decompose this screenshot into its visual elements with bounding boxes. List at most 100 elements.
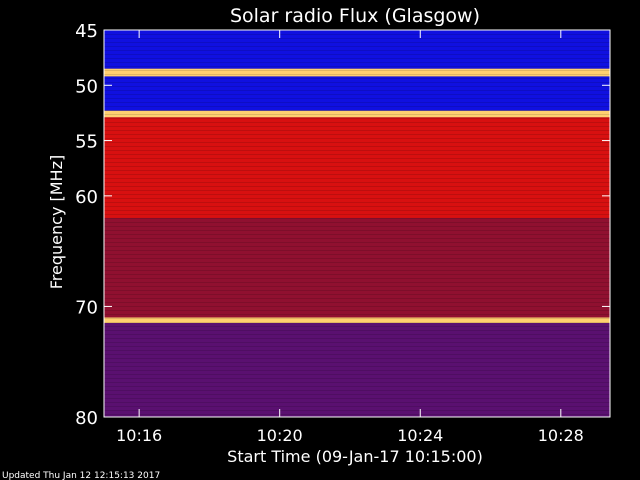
x-tick-label: 10:28 [538,426,584,445]
heatmap-stripe [104,318,610,319]
heatmap-stripe [104,174,610,175]
heatmap-stripe [104,294,610,295]
heatmap-stripe [104,362,610,363]
heatmap-stripe [104,262,610,263]
heatmap-stripe [104,350,610,351]
heatmap-stripe [104,130,610,131]
heatmap-stripe [104,94,610,95]
heatmap-stripe [104,274,610,275]
heatmap-stripe [104,326,610,327]
heatmap-stripe [104,114,610,115]
heatmap-stripe [104,214,610,215]
heatmap-stripe [104,118,610,119]
heatmap-stripe [104,346,610,347]
x-axis-label: Start Time (09-Jan-17 10:15:00) [227,447,483,466]
heatmap-stripe [104,198,610,199]
plot-frame [103,29,611,418]
heatmap-stripe [104,230,610,231]
heatmap-stripe [104,402,610,403]
heatmap-band [104,68,610,77]
heatmap-band [104,110,610,118]
heatmap-stripe [104,218,610,219]
heatmap-band [104,217,610,318]
heatmap-stripe [104,358,610,359]
x-tick-label: 10:20 [257,426,303,445]
x-tick-label: 10:24 [397,426,443,445]
heatmap-band [104,76,610,111]
heatmap-stripe [104,66,610,67]
heatmap-stripe [104,414,610,415]
heatmap-stripe [104,54,610,55]
heatmap-stripe [104,330,610,331]
heatmap-stripe [104,70,610,71]
heatmap-stripe [104,82,610,83]
heatmap-stripe [104,150,610,151]
x-axis-ticks: 10:16 10:20 10:24 10:28 [116,30,584,445]
y-tick-label: 70 [75,297,98,318]
heatmap-stripe [104,386,610,387]
heatmap-stripe [104,298,610,299]
heatmap-stripe [104,126,610,127]
heatmap-stripe [104,154,610,155]
heatmap-stripe [104,122,610,123]
heatmap-stripe [104,334,610,335]
heatmap-stripe [104,250,610,251]
heatmap-stripe [104,302,610,303]
heatmap-stripe [104,62,610,63]
heatmap-stripe [104,78,610,79]
heatmap-band [104,30,610,69]
y-tick-label: 55 [75,132,98,153]
heatmap-stripe [104,338,610,339]
heatmap-stripe [104,178,610,179]
heatmap-stripe [104,238,610,239]
heatmap-stripe [104,394,610,395]
heatmap-stripe [104,398,610,399]
heatmap-stripe [104,134,610,135]
heatmap-stripe [104,406,610,407]
heatmap-stripe [104,378,610,379]
heatmap-stripe [104,162,610,163]
heatmap-stripe [104,306,610,307]
heatmap-stripe [104,242,610,243]
heatmap-stripe [104,282,610,283]
heatmap-stripe [104,106,610,107]
heatmap-stripe [104,86,610,87]
heatmap-stripe [104,322,610,323]
heatmap-stripe [104,38,610,39]
heatmap-stripe [104,110,610,111]
heatmap-band [104,323,610,417]
y-axis-label: Frequency [MHz] [47,155,66,289]
heatmap-stripe [104,354,610,355]
heatmap-stripe [104,254,610,255]
heatmap-stripe [104,270,610,271]
heatmap-stripe [104,50,610,51]
heatmap-stripe [104,246,610,247]
y-tick-label: 50 [75,76,98,97]
spectral-lines [104,30,610,415]
heatmap-stripe [104,74,610,75]
heatmap-stripe [104,98,610,99]
heatmap-stripe [104,374,610,375]
heatmap-stripe [104,42,610,43]
heatmap-stripe [104,206,610,207]
heatmap-stripe [104,58,610,59]
heatmap-stripe [104,90,610,91]
heatmap-stripe [104,310,610,311]
heatmap-stripe [104,390,610,391]
heatmap-stripe [104,202,610,203]
y-tick-label: 60 [75,187,98,208]
heatmap-stripe [104,278,610,279]
heatmap-stripe [104,266,610,267]
heatmap-stripe [104,182,610,183]
heatmap-stripe [104,234,610,235]
frequency-bands [104,30,610,417]
heatmap-stripe [104,342,610,343]
heatmap-stripe [104,46,610,47]
heatmap-stripe [104,138,610,139]
y-tick-label: 80 [75,408,98,429]
y-axis-ticks: 45 50 55 60 70 80 [75,21,610,429]
heatmap-stripe [104,226,610,227]
heatmap-stripe [104,286,610,287]
chart-title: Solar radio Flux (Glasgow) [230,5,480,27]
